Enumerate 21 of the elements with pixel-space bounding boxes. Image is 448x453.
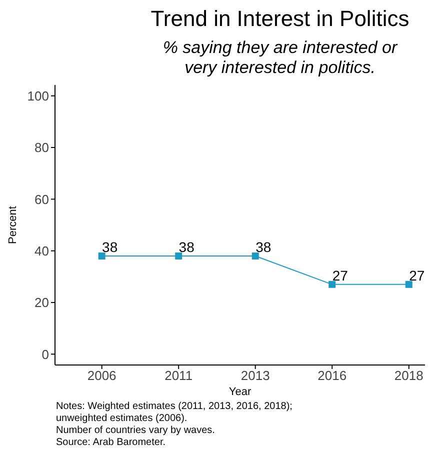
data-label: 27 [409, 267, 425, 284]
chart-subtitle: % saying they are interested or very interested in politics. [162, 38, 399, 78]
x-tick-label: 2013 [240, 368, 270, 384]
y-tick-label: 60 [34, 192, 49, 207]
y-tick-label: 20 [34, 295, 49, 310]
x-tick-label: 2006 [87, 368, 116, 384]
y-tick-label: 0 [42, 346, 49, 362]
data-label: 38 [256, 238, 272, 255]
y-axis-title: Percent [6, 206, 19, 244]
text: Notes: Weighted estimates (2011, 2013, 2016, 2018); unweighted estimates (2006). Number of countries vary by waves. Source: Arab Barometer. [56, 401, 292, 449]
x-axis-title: Year [228, 386, 252, 398]
y-tick-label: 80 [34, 140, 49, 156]
data-label: 38 [178, 238, 195, 255]
y-tick-label: 100 [27, 88, 49, 104]
x-tick-label: 2018 [394, 368, 424, 384]
data-label: 38 [102, 238, 118, 255]
chart-title: Trend in Interest in Politics [150, 6, 410, 32]
data-label: 27 [332, 267, 348, 284]
y-tick-label: 40 [34, 243, 49, 258]
x-tick-label: 2016 [318, 368, 347, 384]
x-tick-label: 2011 [164, 368, 193, 384]
